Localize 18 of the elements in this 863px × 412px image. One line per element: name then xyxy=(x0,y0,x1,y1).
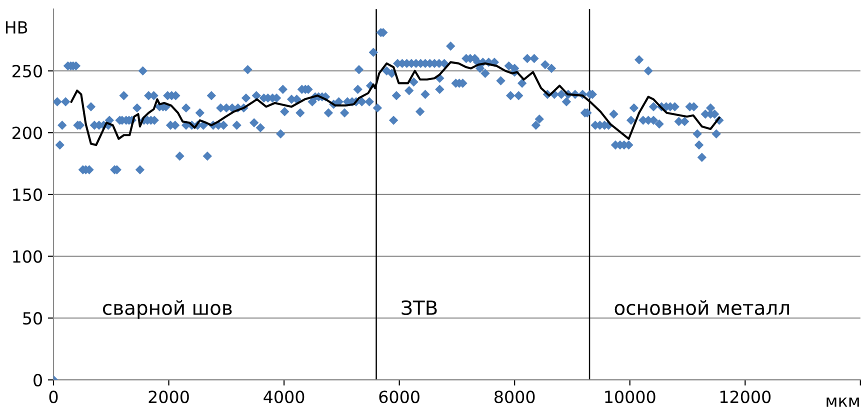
x-tick-label: 4000 xyxy=(264,390,304,404)
x-tick-label: 2000 xyxy=(148,390,189,404)
x-tick-label: 8000 xyxy=(494,390,535,404)
y-tick-label: 150 xyxy=(13,188,42,202)
x-axis-title: мкм xyxy=(826,398,859,407)
x-tick-label: 6000 xyxy=(379,390,420,404)
x-tick-label: 10000 xyxy=(605,390,656,404)
y-tick-label: 0 xyxy=(34,374,42,386)
y-tick-label: 100 xyxy=(13,250,42,263)
x-tick-label: 0 xyxy=(49,390,58,404)
annotation: ЗТВ xyxy=(402,300,437,316)
y-axis-title: HB xyxy=(6,21,28,34)
y-tick-label: 250 xyxy=(12,64,42,78)
y-tick-label: 200 xyxy=(12,126,42,140)
x-tick-label: 12000 xyxy=(720,390,771,404)
y-tick-label: 50 xyxy=(23,312,42,325)
annotation: основной металл xyxy=(614,300,789,316)
annotation: сварной шов xyxy=(102,300,232,319)
